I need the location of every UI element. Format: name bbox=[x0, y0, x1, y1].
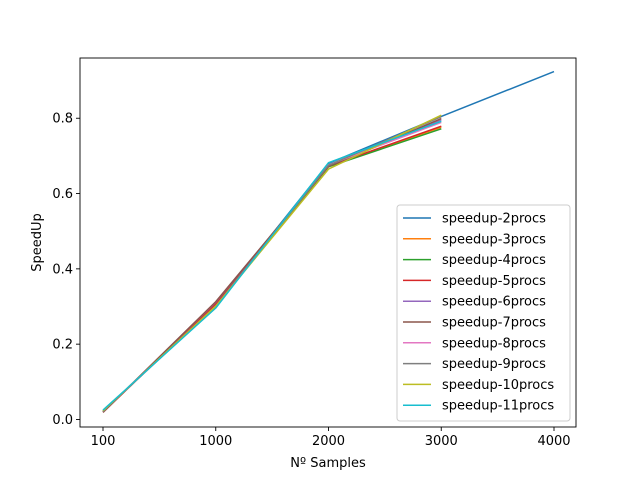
legend-label-speedup-8procs: speedup-8procs bbox=[442, 336, 546, 351]
legend-label-speedup-6procs: speedup-6procs bbox=[442, 295, 546, 310]
x-tick-label: 1000 bbox=[199, 434, 232, 449]
x-axis-label: Nº Samples bbox=[290, 456, 366, 471]
x-tick-label: 100 bbox=[91, 434, 116, 449]
axes-layer: 100 1000 2000 3000 4000 0.0 0.2 0.4 0.6 0.8 bbox=[52, 57, 577, 449]
legend-label-speedup-7procs: speedup-7procs bbox=[442, 316, 546, 331]
legend: speedup-2procs speedup-3procs speedup-4pro… bbox=[396, 204, 571, 422]
legend-label-speedup-3procs: speedup-3procs bbox=[442, 232, 546, 247]
y-tick-label: 0.6 bbox=[52, 187, 73, 202]
y-tick-label: 0.4 bbox=[52, 262, 73, 277]
legend-label-speedup-2procs: speedup-2procs bbox=[442, 212, 546, 227]
y-tick-label: 0.8 bbox=[52, 112, 73, 127]
legend-label-speedup-4procs: speedup-4procs bbox=[442, 253, 546, 268]
y-tick-label: 0.2 bbox=[52, 338, 73, 353]
x-tick-label: 2000 bbox=[312, 434, 345, 449]
legend-label-speedup-10procs: speedup-10procs bbox=[442, 378, 554, 393]
series-layer bbox=[102, 70, 555, 413]
series-line-speedup-11procs bbox=[102, 120, 442, 411]
legend-box bbox=[396, 204, 571, 422]
x-tick-label: 4000 bbox=[537, 434, 570, 449]
y-axis-label: SpeedUp bbox=[30, 213, 45, 272]
legend-label-speedup-5procs: speedup-5procs bbox=[442, 274, 546, 289]
y-tick-label: 0.0 bbox=[52, 413, 73, 428]
plot-frame bbox=[79, 57, 577, 428]
legend-label-speedup-9procs: speedup-9procs bbox=[442, 357, 546, 372]
legend-label-speedup-11procs: speedup-11procs bbox=[442, 399, 554, 414]
x-tick-label: 3000 bbox=[425, 434, 458, 449]
